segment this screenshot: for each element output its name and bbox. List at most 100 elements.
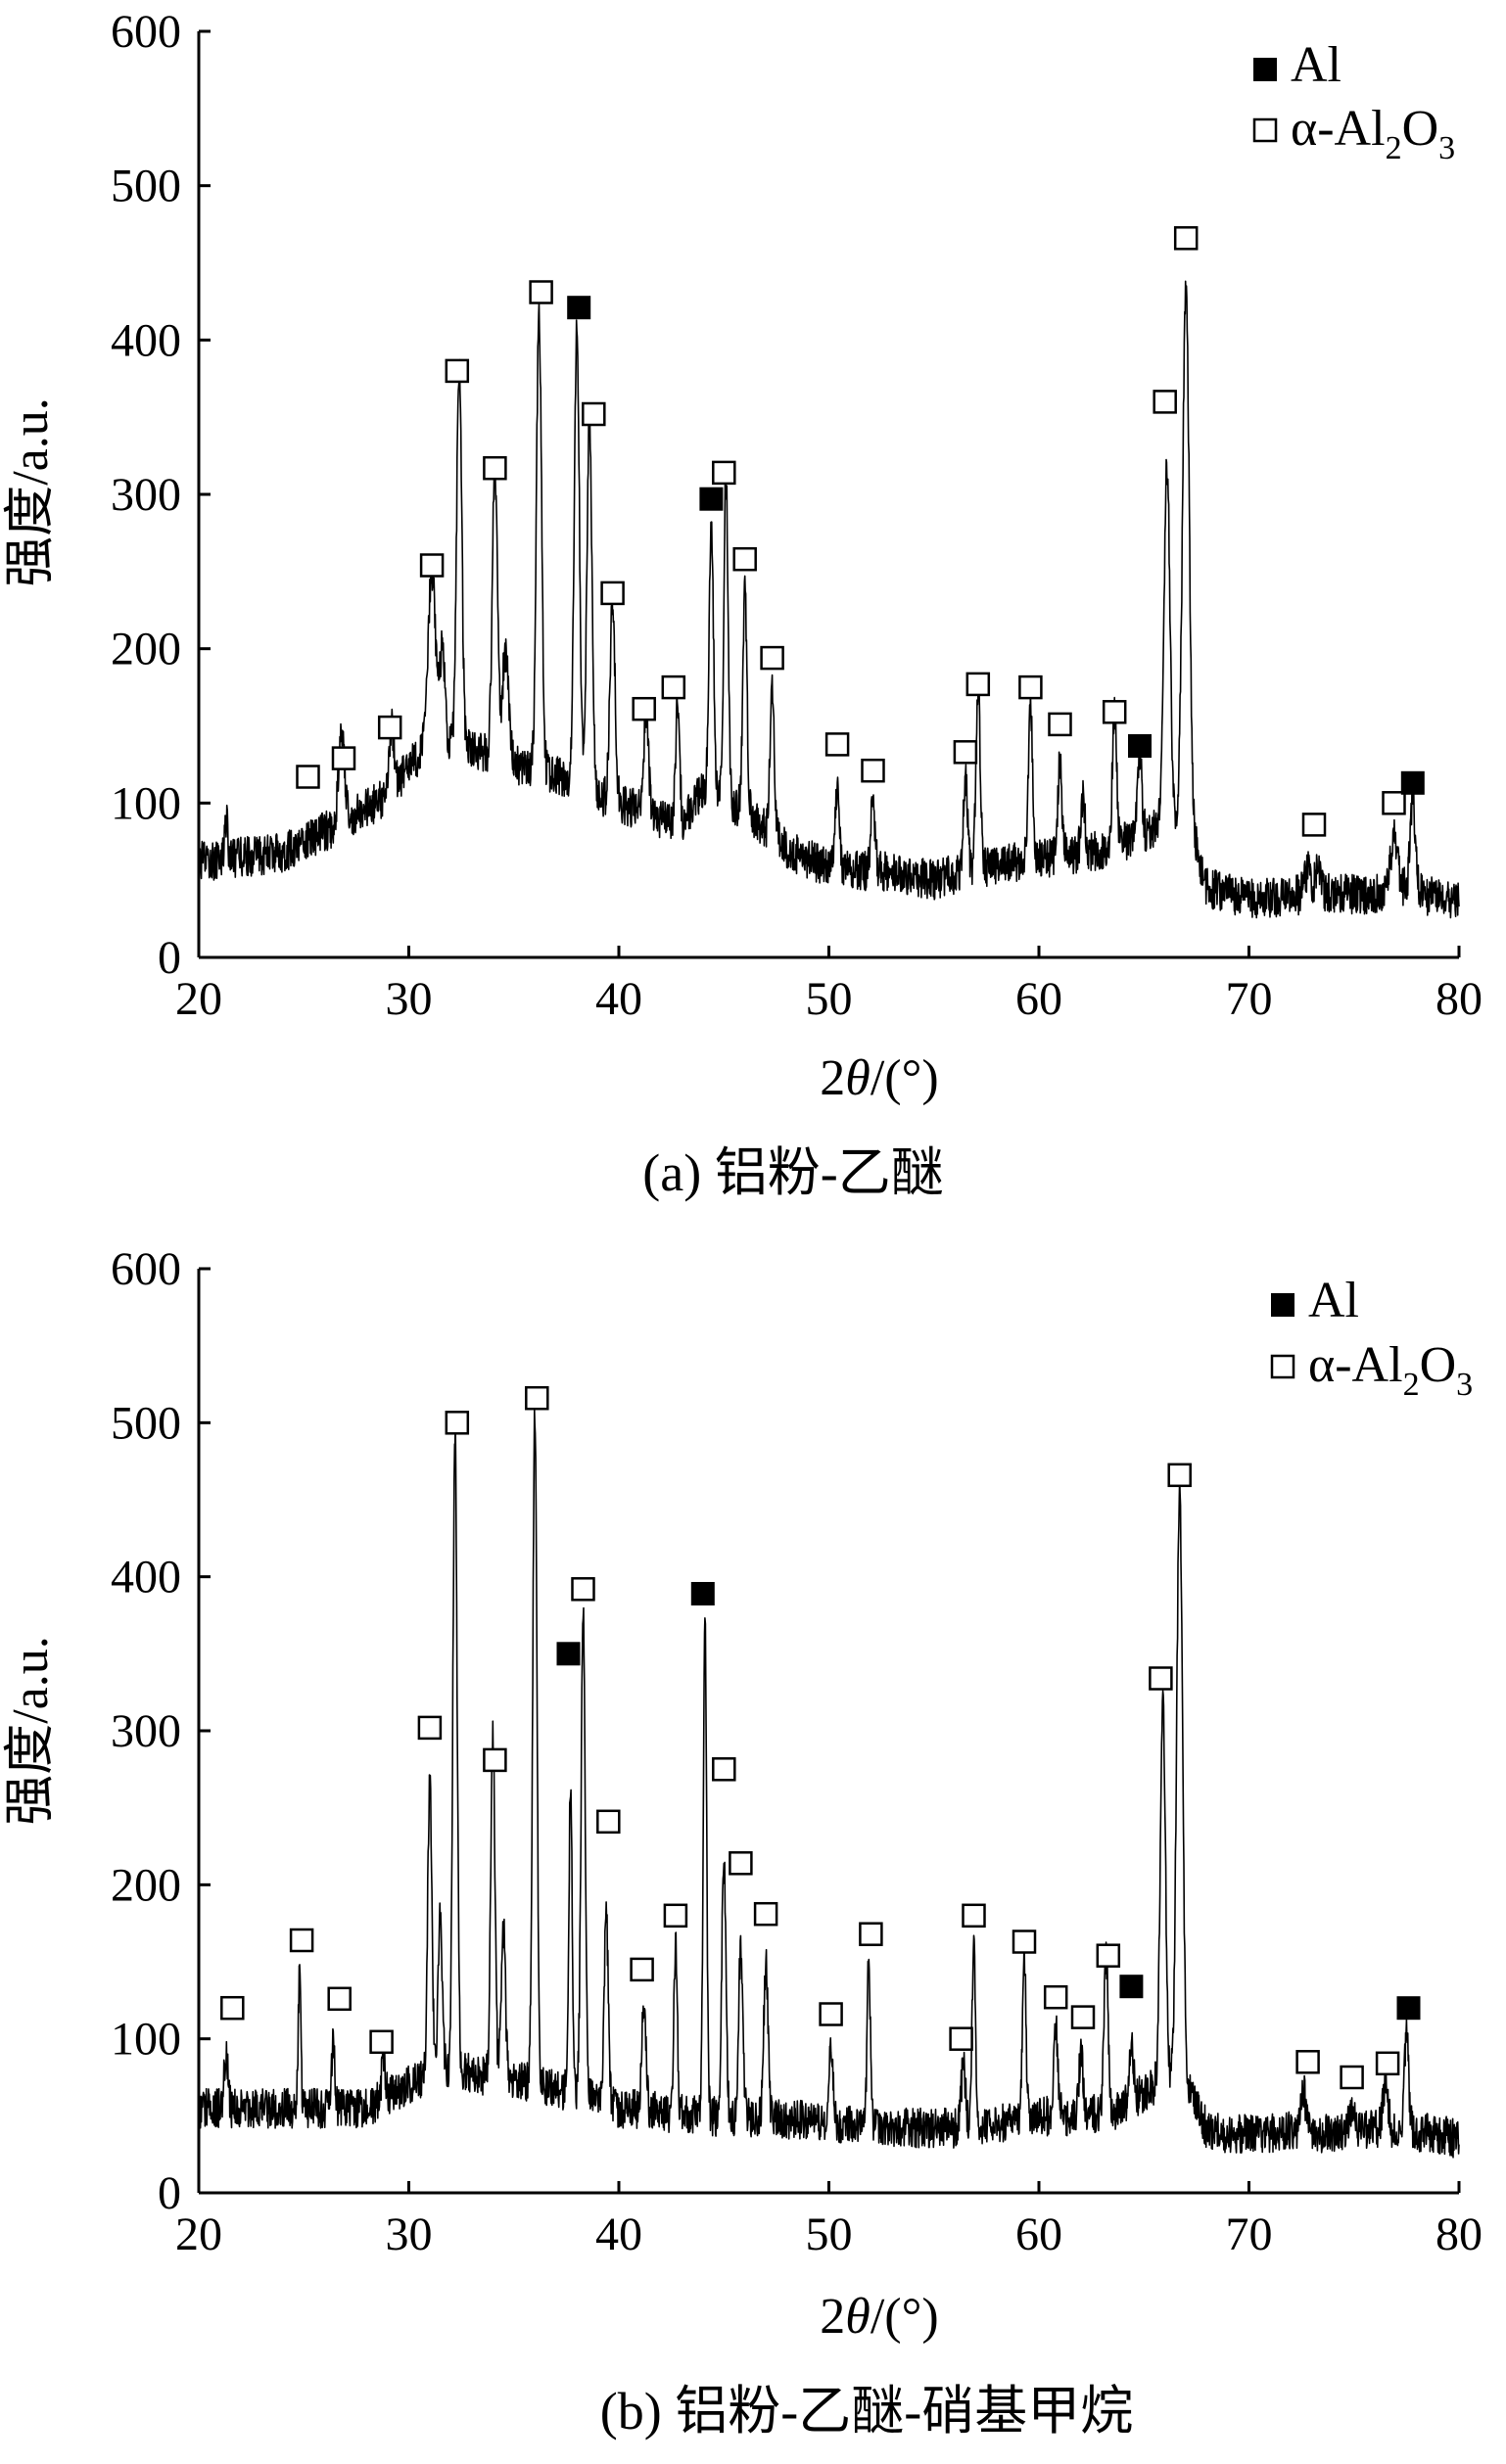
x-tick-label: 40 — [595, 973, 642, 1025]
panel-a-xrd-trace — [198, 280, 1460, 919]
y-tick-label: 600 — [111, 1243, 181, 1295]
al-peak-marker — [699, 487, 724, 511]
panel-b-y-axis-title: 强度/a.u. — [3, 1636, 59, 1826]
alumina-peak-marker — [1102, 700, 1127, 724]
y-tick-label: 500 — [111, 161, 181, 212]
x-tick-label: 40 — [595, 2208, 642, 2260]
panel-a-x-axis-title: 2θ/(°) — [820, 1050, 938, 1106]
alumina-peak-marker — [1096, 1943, 1121, 1968]
panel-b-xrd-trace — [198, 1409, 1460, 2159]
panel-b-legend-al-marker — [1271, 1293, 1294, 1317]
al-peak-marker — [567, 296, 591, 320]
y-tick-label: 300 — [111, 1705, 181, 1757]
x-tick-label: 60 — [1015, 2208, 1062, 2260]
alumina-peak-marker — [331, 746, 356, 770]
alumina-peak-marker — [296, 765, 320, 789]
al-peak-marker — [1128, 734, 1152, 758]
alumina-peak-marker — [861, 758, 885, 783]
al-peak-marker — [1119, 1975, 1144, 1999]
alumina-peak-marker — [1048, 712, 1072, 737]
alumina-peak-marker — [1340, 2065, 1364, 2090]
y-tick-label: 100 — [111, 777, 181, 829]
alumina-peak-marker — [1149, 1666, 1173, 1691]
panel-b-legend-alumina-marker — [1270, 1354, 1295, 1379]
alumina-peak-marker — [529, 280, 553, 304]
alumina-peak-marker — [1018, 674, 1043, 700]
alumina-peak-marker — [483, 1747, 507, 1773]
alumina-peak-marker — [732, 546, 757, 572]
panel-a-legend-al-label: Al — [1291, 37, 1341, 93]
x-tick-label: 70 — [1226, 973, 1273, 1025]
alumina-peak-marker — [1375, 2051, 1400, 2076]
alumina-peak-marker — [417, 1715, 443, 1741]
y-tick-label: 100 — [111, 2014, 181, 2066]
x-tick-label: 80 — [1435, 2208, 1482, 2260]
alumina-peak-marker — [760, 645, 784, 671]
x-tick-label: 30 — [386, 973, 433, 1025]
alumina-peak-marker — [571, 1577, 595, 1602]
y-tick-label: 200 — [111, 1859, 181, 1911]
alumina-peak-marker — [327, 1986, 352, 2012]
alumina-peak-marker — [712, 460, 736, 486]
alumina-peak-marker — [859, 1922, 883, 1946]
panel-a-phase-markers — [296, 226, 1425, 837]
y-tick-label: 400 — [111, 1552, 181, 1604]
alumina-peak-marker — [1301, 813, 1327, 837]
panel-a-axes — [197, 31, 1459, 959]
panel-b-legend-al-label: Al — [1308, 1273, 1359, 1328]
panel-b-legend-alumina-label: α-Al2O3 — [1308, 1337, 1473, 1403]
panel-a-y-axis-title: 强度/a.u. — [3, 397, 59, 587]
x-tick-label: 60 — [1015, 973, 1062, 1025]
panel-b-x-axis-title: 2θ/(°) — [820, 2289, 938, 2345]
alumina-peak-marker — [1167, 1463, 1192, 1488]
alumina-peak-marker — [369, 2029, 394, 2055]
alumina-peak-marker — [630, 1957, 654, 1982]
alumina-peak-marker — [1012, 1929, 1037, 1954]
x-tick-label: 80 — [1435, 973, 1482, 1025]
alumina-peak-marker — [824, 732, 850, 757]
alumina-peak-marker — [600, 581, 625, 606]
alumina-peak-marker — [1043, 1984, 1068, 2010]
alumina-peak-marker — [596, 1809, 621, 1835]
x-tick-label: 70 — [1226, 2208, 1273, 2260]
al-peak-marker — [690, 1582, 715, 1605]
x-tick-label: 50 — [806, 973, 853, 1025]
panel-a-legend-al-marker — [1253, 58, 1277, 81]
panel-a-legend-alumina-label: α-Al2O3 — [1291, 101, 1455, 166]
panel-b-ticks: 20 30 40 50 60 70 80 0 100 200 300 400 500 600 — [111, 1243, 1482, 2260]
alumina-peak-marker — [663, 1903, 688, 1929]
y-tick-label: 300 — [111, 469, 181, 521]
alumina-peak-marker — [1295, 2050, 1320, 2074]
panel-b-axes — [197, 1269, 1459, 2195]
al-peak-marker — [556, 1642, 581, 1666]
y-tick-label: 600 — [111, 6, 181, 58]
y-tick-label: 500 — [111, 1397, 181, 1449]
y-tick-label: 200 — [111, 624, 181, 675]
panel-b-caption: (b) 铝粉-乙醚-硝基甲烷 — [600, 2382, 1133, 2441]
alumina-peak-marker — [661, 674, 686, 700]
alumina-peak-marker — [1173, 226, 1199, 251]
x-tick-label: 50 — [806, 2208, 853, 2260]
alumina-peak-marker — [965, 672, 991, 697]
alumina-peak-marker — [729, 1851, 753, 1876]
alumina-peak-marker — [819, 2002, 843, 2026]
alumina-peak-marker — [445, 358, 470, 384]
alumina-peak-marker — [1153, 390, 1177, 414]
alumina-peak-marker — [525, 1385, 549, 1411]
panel-a: 20 30 40 50 60 70 80 0 100 200 300 400 500 600 强度/a.u… — [3, 6, 1482, 1202]
y-tick-label: 0 — [158, 932, 181, 984]
alumina-peak-marker — [289, 1928, 314, 1953]
alumina-peak-marker — [483, 455, 507, 481]
panel-b-legend: Al α-Al2O3 — [1270, 1273, 1473, 1403]
alumina-peak-marker — [419, 553, 445, 578]
alumina-peak-marker — [220, 1995, 245, 2021]
alumina-peak-marker — [632, 696, 656, 721]
x-tick-label: 20 — [175, 973, 222, 1025]
panel-a-legend: Al α-Al2O3 — [1252, 37, 1455, 166]
x-tick-label: 30 — [386, 2208, 433, 2260]
alumina-peak-marker — [753, 1901, 778, 1927]
panel-b: 20 30 40 50 60 70 80 0 100 200 300 400 500 600 强度/a.u… — [3, 1243, 1482, 2441]
y-tick-label: 400 — [111, 314, 181, 366]
alumina-peak-marker — [445, 1411, 470, 1435]
alumina-peak-marker — [1382, 791, 1406, 815]
